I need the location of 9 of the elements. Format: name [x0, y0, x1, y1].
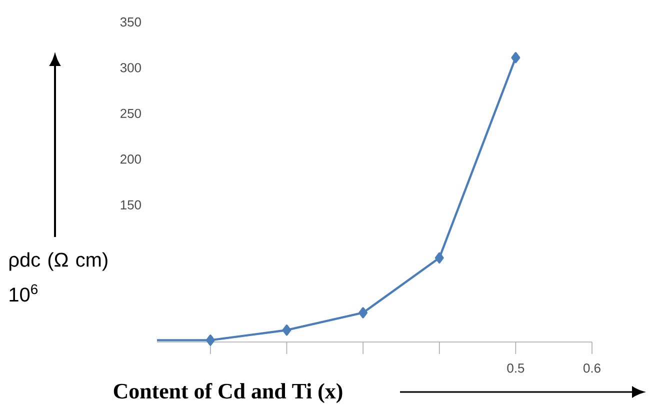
x-tick-label: 0.6 — [584, 364, 600, 373]
y-tick-label: 250 — [120, 108, 141, 118]
y-tick-label: 200 — [120, 154, 141, 164]
y-axis-title: ρdc (Ω cm) 10$^{6}$ — [9, 252, 108, 302]
y-tick-label: 300 — [120, 63, 141, 72]
x-tick-label: 0.5 — [507, 364, 524, 373]
y-tick-label: 350 — [120, 17, 141, 27]
y-tick-label: 150 — [120, 200, 141, 210]
x-axis-title: Content of Cd and Ti (x) — [114, 382, 342, 404]
